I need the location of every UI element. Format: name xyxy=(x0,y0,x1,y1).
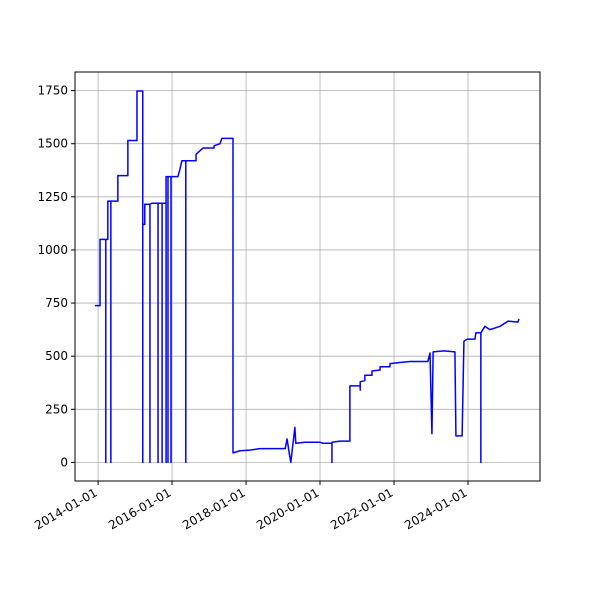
y-tick-label: 1000 xyxy=(37,243,68,257)
y-tick-label: 500 xyxy=(45,349,68,363)
plot-area xyxy=(94,90,520,464)
y-tick-label: 1500 xyxy=(37,137,68,151)
y-tick-label: 0 xyxy=(60,455,68,469)
y-tick-label: 750 xyxy=(45,296,68,310)
grid xyxy=(75,72,540,481)
y-tick-label: 1750 xyxy=(37,84,68,98)
y-tick-label: 1250 xyxy=(37,190,68,204)
data-line xyxy=(94,90,520,464)
axes-frame xyxy=(74,71,541,482)
y-tick-label: 250 xyxy=(45,402,68,416)
